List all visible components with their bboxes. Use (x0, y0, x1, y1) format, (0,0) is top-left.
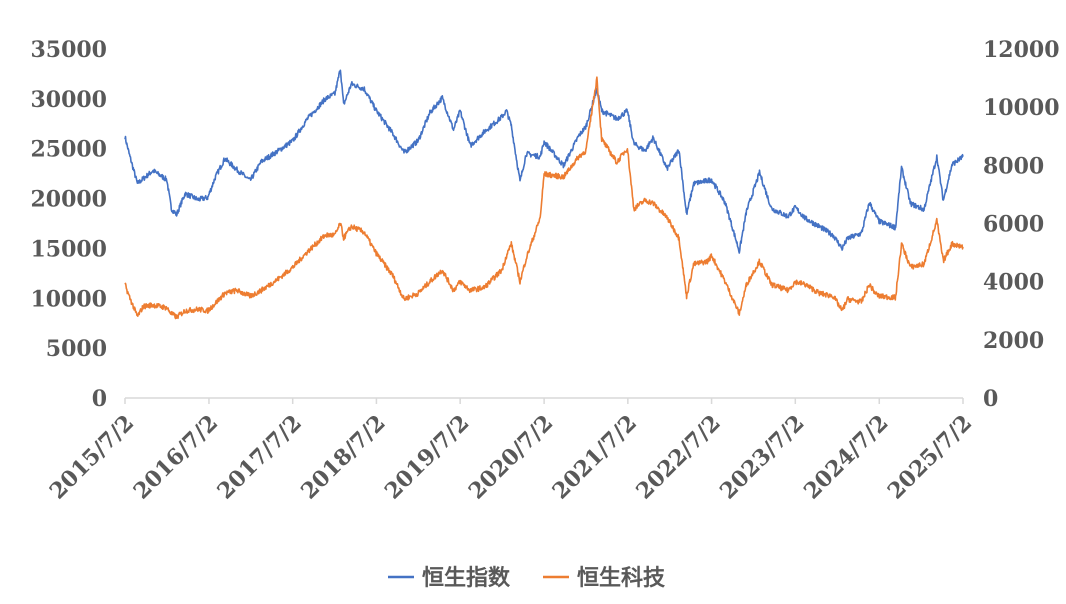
y-left-tick-label: 15000 (30, 236, 107, 262)
legend-label-hstech: 恒生科技 (577, 565, 666, 591)
y-left-tick-label: 25000 (30, 137, 107, 163)
x-tick-label: 2025/7/2 (883, 410, 978, 505)
x-tick-label: 2017/7/2 (212, 410, 307, 505)
x-axis-ticks: 2015/7/22016/7/22017/7/22018/7/22019/7/2… (45, 398, 978, 505)
y-left-tick-label: 35000 (30, 37, 107, 63)
y-right-tick-label: 10000 (983, 95, 1060, 121)
x-tick-label: 2024/7/2 (799, 410, 894, 505)
x-tick-label: 2021/7/2 (547, 410, 642, 505)
legend-label-hsi: 恒生指数 (422, 565, 511, 591)
x-tick-label: 2019/7/2 (380, 410, 475, 505)
y-axis-left-ticks: 0 5000 10000 15000 20000 25000 30000 35000 (30, 37, 107, 412)
y-right-tick-label: 6000 (983, 212, 1044, 238)
x-tick-label: 2015/7/2 (45, 410, 140, 505)
legend: 恒生指数 恒生科技 (388, 565, 666, 591)
y-right-tick-label: 8000 (983, 153, 1044, 179)
series-lines (124, 69, 964, 320)
x-tick-label: 2022/7/2 (631, 410, 726, 505)
y-left-tick-label: 5000 (46, 336, 107, 362)
y-left-tick-label: 20000 (30, 187, 107, 213)
x-tick-label: 2023/7/2 (715, 410, 810, 505)
series-line-0 (124, 69, 964, 254)
y-right-tick-label: 2000 (983, 328, 1044, 354)
y-right-tick-label: 4000 (983, 270, 1044, 296)
y-right-tick-label: 12000 (983, 37, 1060, 63)
y-left-tick-label: 0 (92, 386, 107, 412)
x-tick-label: 2018/7/2 (296, 410, 391, 505)
x-tick-label: 2020/7/2 (464, 410, 559, 505)
y-left-tick-label: 10000 (30, 286, 107, 312)
y-axis-right-ticks: 0 2000 4000 6000 8000 10000 12000 (983, 37, 1060, 412)
series-line-1 (124, 76, 964, 320)
y-left-tick-label: 30000 (30, 87, 107, 113)
y-right-tick-label: 0 (983, 386, 998, 412)
x-tick-label: 2016/7/2 (129, 410, 224, 505)
